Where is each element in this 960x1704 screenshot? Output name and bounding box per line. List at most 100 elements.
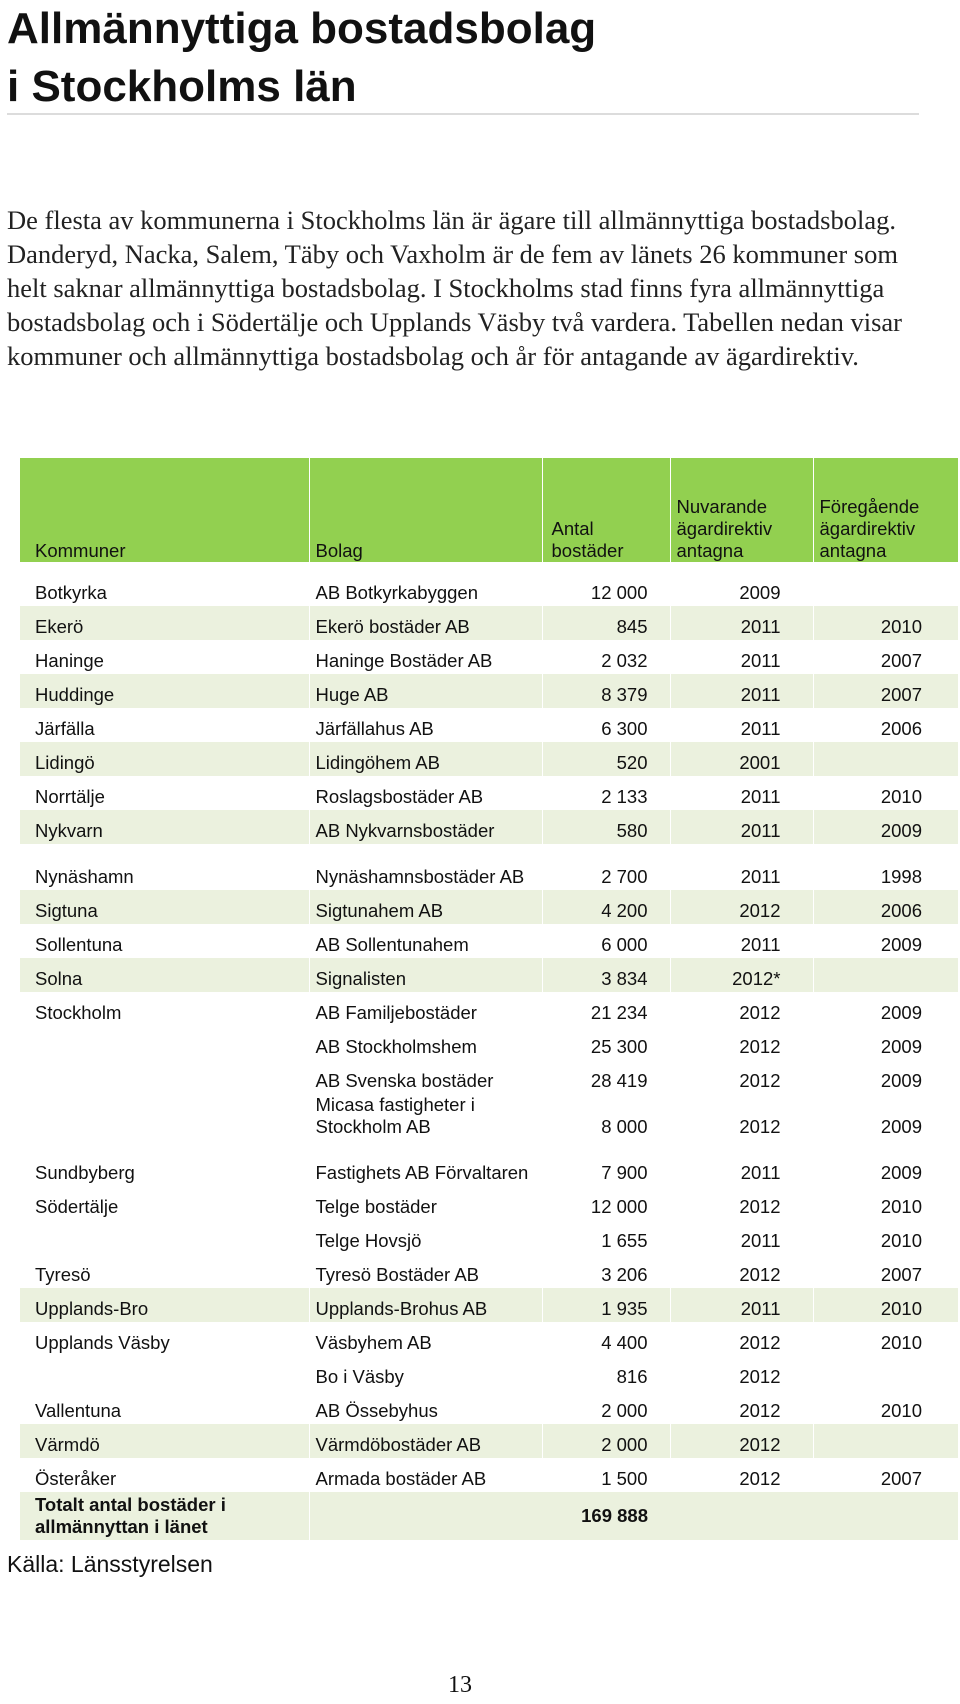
cell-foregaende: 1998 (880, 866, 922, 887)
table-row: Ekerö Ekerö bostäder AB 845 2011 2010 (20, 606, 958, 640)
cell-antal-bostader: 1 500 (542, 1458, 671, 1492)
table-row: Sigtuna Sigtunahem AB 4 200 2012 2006 (20, 890, 958, 924)
cell-nuvarande: 2012 (670, 1060, 814, 1094)
cell-bolag: Lidingöhem AB (309, 742, 543, 776)
cell-nuvarande: 2009 (670, 572, 814, 606)
table-header-row: Kommuner Bolag Antal bostäder Nuvarande … (20, 458, 958, 562)
cell-foregaende: 2007 (813, 674, 958, 708)
cell-foregaende: 2010 (880, 1230, 922, 1251)
cell-kommun: Upplands-Bro (20, 1288, 310, 1322)
table-row: Vallentuna AB Össebyhus 2 000 2012 2010 (20, 1390, 958, 1424)
table-row: Tyresö Tyresö Bostäder AB 3 206 2012 2007 (20, 1254, 958, 1288)
cell-bolag: Signalisten (309, 958, 543, 992)
cell-nuvarande: 2012 (670, 1094, 814, 1140)
cell-kommun: Botkyrka (20, 572, 310, 606)
cell-bolag: Armada bostäder AB (309, 1458, 543, 1492)
header-foregaende-agardirektiv: Föregående ägardirektiv antagna (819, 496, 920, 561)
cell-antal-bostader: 2 032 (542, 640, 671, 674)
table-row: Telge Hovsjö 1 655 2011 2010 (20, 1220, 958, 1254)
table-row: Huddinge Huge AB 8 379 2011 2007 (20, 674, 958, 708)
cell-antal-bostader: 2 133 (542, 776, 671, 810)
cell-foregaende: 2009 (880, 1070, 922, 1091)
cell-bolag: Bo i Väsby (309, 1356, 543, 1390)
cell-nuvarande: 2012 (670, 890, 814, 924)
cell-bolag: AB Sollentunahem (309, 924, 543, 958)
cell-foregaende: 2007 (880, 1468, 922, 1489)
total-empty-1 (670, 1492, 813, 1540)
cell-bolag: Sigtunahem AB (309, 890, 543, 924)
cell-antal-bostader: 25 300 (542, 1026, 671, 1060)
cell-bolag: Haninge Bostäder AB (309, 640, 543, 674)
cell-kommun: Norrtälje (20, 776, 310, 810)
cell-kommun: Vallentuna (20, 1390, 310, 1424)
table-row: AB Stockholmshem 25 300 2012 2009 (20, 1026, 958, 1060)
cell-bolag: Ekerö bostäder AB (309, 606, 543, 640)
cell-antal-bostader: 21 234 (542, 992, 671, 1026)
cell-foregaende (813, 958, 958, 992)
table-row: Upplands-Bro Upplands-Brohus AB 1 935 2011 2… (20, 1288, 958, 1322)
total-label: Totalt antal bostäder i allmännyttan i l… (20, 1492, 310, 1540)
cell-antal-bostader: 8 000 (542, 1094, 671, 1140)
cell-foregaende (813, 572, 958, 606)
table-row: Sollentuna AB Sollentunahem 6 000 2011 2009 (20, 924, 958, 958)
cell-antal-bostader: 6 000 (542, 924, 671, 958)
cell-bolag: Tyresö Bostäder AB (309, 1254, 543, 1288)
cell-nuvarande: 2011 (670, 844, 814, 890)
cell-foregaende (813, 1424, 958, 1458)
cell-antal-bostader: 12 000 (542, 572, 671, 606)
cell-nuvarande: 2012 (670, 1026, 814, 1060)
cell-kommun: Upplands Väsby (20, 1322, 310, 1356)
cell-kommun: Tyresö (20, 1254, 310, 1288)
cell-antal-bostader: 1 935 (542, 1288, 671, 1322)
cell-antal-bostader: 580 (542, 810, 671, 844)
cell-bolag: AB Familjebostäder (309, 992, 543, 1026)
cell-bolag: Telge Hovsjö (309, 1220, 543, 1254)
table-row: Sundbyberg Fastighets AB Förvaltaren 7 900… (20, 1140, 958, 1186)
table-row: Järfälla Järfällahus AB 6 300 2011 2006 (20, 708, 958, 742)
page-title-line-2: i Stockholms län (7, 62, 357, 111)
cell-bolag: Micasa fastigheter i Stockholm AB (309, 1094, 543, 1140)
table-row: Värmdö Värmdöbostäder AB 2 000 2012 (20, 1424, 958, 1458)
cell-kommun (20, 1026, 310, 1060)
total-spacer (309, 1492, 542, 1540)
cell-nuvarande: 2012* (670, 958, 814, 992)
cell-antal-bostader: 816 (542, 1356, 671, 1390)
cell-bolag: Huge AB (309, 674, 543, 708)
table-row: Haninge Haninge Bostäder AB 2 032 2011 2007 (20, 640, 958, 674)
table-row: Bo i Väsby 816 2012 (20, 1356, 958, 1390)
table-row: Södertälje Telge bostäder 12 000 2012 2010 (20, 1186, 958, 1220)
cell-nuvarande: 2011 (670, 924, 814, 958)
table-row: AB Svenska bostäder 28 419 2012 2009 (20, 1060, 958, 1094)
cell-kommun: Järfälla (20, 708, 310, 742)
cell-bolag: AB Botkyrkabyggen (309, 572, 543, 606)
cell-kommun: Solna (20, 958, 310, 992)
cell-bolag: Telge bostäder (309, 1186, 543, 1220)
cell-foregaende (813, 1356, 958, 1390)
cell-kommun: Nykvarn (20, 810, 310, 844)
cell-nuvarande: 2012 (670, 1254, 814, 1288)
header-bolag: Bolag (309, 458, 543, 562)
cell-bolag: AB Össebyhus (309, 1390, 543, 1424)
cell-foregaende: 2010 (813, 606, 958, 640)
cell-nuvarande: 2012 (670, 1390, 814, 1424)
cell-bolag: Nynäshamnsbostäder AB (309, 844, 543, 890)
table-row: Nykvarn AB Nykvarnsbostäder 580 2011 2009 (20, 810, 958, 844)
total-empty-2 (813, 1492, 958, 1540)
cell-antal-bostader: 4 400 (542, 1322, 671, 1356)
cell-nuvarande: 2001 (670, 742, 814, 776)
intro-text: De flesta av kommunerna i Stockholms län… (7, 205, 902, 371)
cell-foregaende: 2010 (880, 786, 922, 807)
cell-nuvarande: 2012 (670, 1322, 814, 1356)
cell-nuvarande: 2012 (670, 1356, 814, 1390)
cell-foregaende: 2009 (880, 1002, 922, 1023)
cell-antal-bostader: 4 200 (542, 890, 671, 924)
cell-kommun (20, 1356, 310, 1390)
cell-kommun (20, 1060, 310, 1094)
cell-antal-bostader: 520 (542, 742, 671, 776)
cell-nuvarande: 2011 (670, 606, 814, 640)
table-row: Upplands Väsby Väsbyhem AB 4 400 2012 2010 (20, 1322, 958, 1356)
cell-foregaende: 2010 (813, 1288, 958, 1322)
header-spacer (20, 562, 958, 572)
page-number: 13 (448, 1672, 472, 1698)
total-value: 169 888 (542, 1492, 670, 1540)
